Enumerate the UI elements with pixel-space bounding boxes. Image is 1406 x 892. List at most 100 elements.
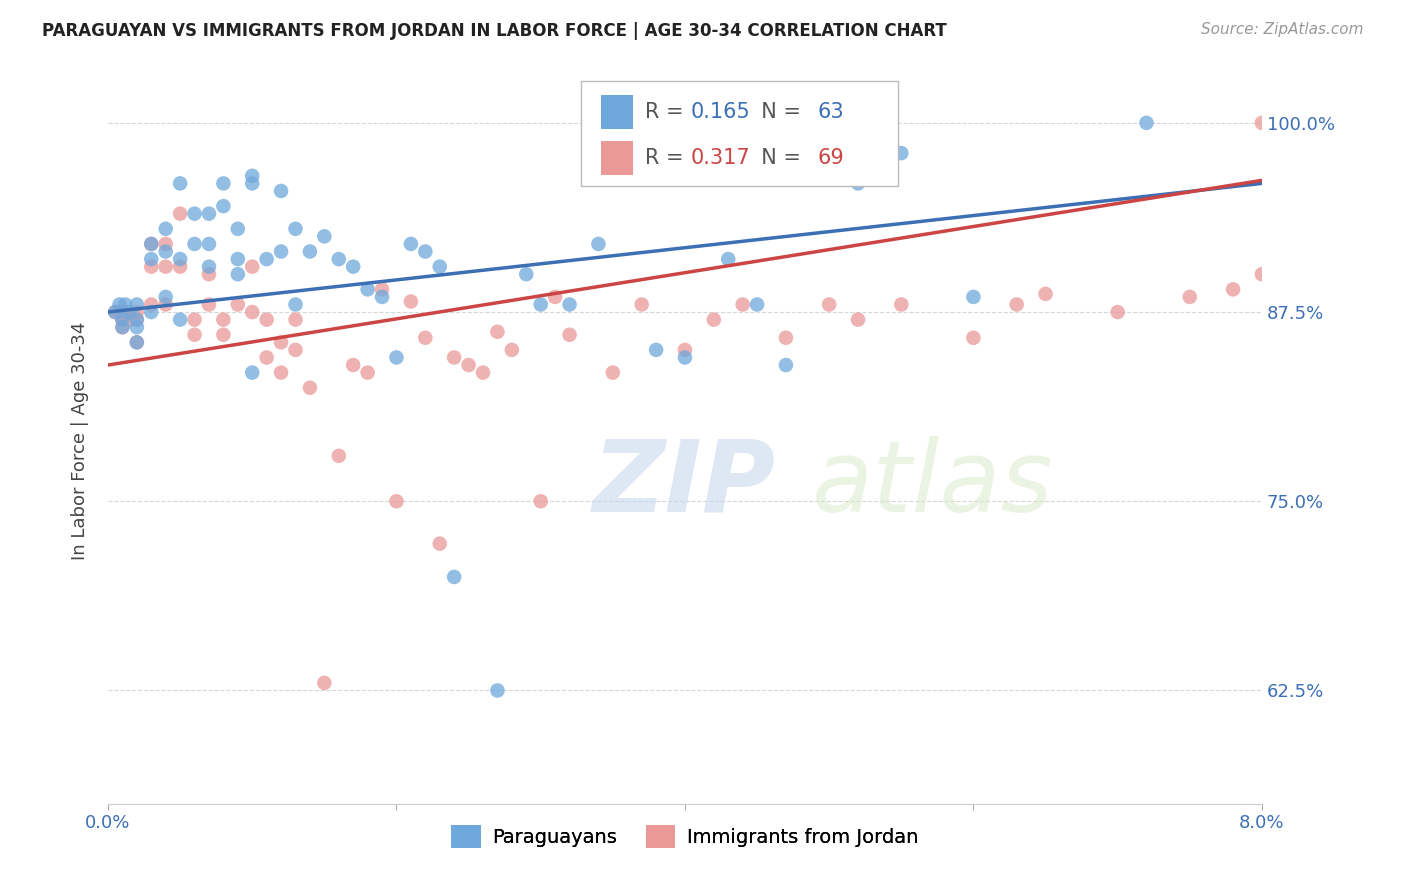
Point <box>198 297 221 311</box>
Point <box>141 260 163 274</box>
Point <box>240 260 263 274</box>
Y-axis label: In Labor Force | Age 30-34: In Labor Force | Age 30-34 <box>72 321 89 560</box>
Point <box>111 320 134 334</box>
Point <box>486 325 509 339</box>
Point <box>284 222 307 236</box>
Legend: Paraguayans, Immigrants from Jordan: Paraguayans, Immigrants from Jordan <box>444 817 927 856</box>
Point <box>1107 305 1129 319</box>
Point <box>169 177 191 191</box>
Point <box>270 184 292 198</box>
Point <box>486 683 509 698</box>
Point <box>104 305 127 319</box>
Point <box>298 381 321 395</box>
Point <box>472 366 495 380</box>
Point <box>155 260 177 274</box>
Point <box>558 297 581 311</box>
Point <box>429 536 451 550</box>
Point <box>108 297 131 311</box>
Point <box>544 290 567 304</box>
Point <box>385 494 408 508</box>
Point <box>413 244 436 259</box>
Point <box>125 312 148 326</box>
Point <box>114 305 136 319</box>
Point <box>212 312 235 326</box>
Point <box>141 236 163 251</box>
Point <box>125 320 148 334</box>
Point <box>155 236 177 251</box>
Point <box>298 244 321 259</box>
Point <box>1178 290 1201 304</box>
Point <box>413 331 436 345</box>
Point <box>183 312 205 326</box>
Text: N =: N = <box>748 103 808 122</box>
Point <box>104 305 127 319</box>
Point <box>125 335 148 350</box>
Point <box>328 252 350 266</box>
Point <box>198 207 221 221</box>
Point <box>240 366 263 380</box>
Point <box>141 252 163 266</box>
Point <box>530 494 553 508</box>
Point <box>457 358 479 372</box>
Point <box>630 297 652 311</box>
Text: Source: ZipAtlas.com: Source: ZipAtlas.com <box>1201 22 1364 37</box>
Point <box>385 351 408 365</box>
Point <box>1035 286 1057 301</box>
Point <box>183 207 205 221</box>
Point <box>169 252 191 266</box>
Point <box>399 236 422 251</box>
Point <box>169 207 191 221</box>
Point <box>240 305 263 319</box>
Point <box>141 305 163 319</box>
Text: 63: 63 <box>818 103 844 122</box>
Point <box>328 449 350 463</box>
Point <box>240 177 263 191</box>
Text: PARAGUAYAN VS IMMIGRANTS FROM JORDAN IN LABOR FORCE | AGE 30-34 CORRELATION CHAR: PARAGUAYAN VS IMMIGRANTS FROM JORDAN IN … <box>42 22 946 40</box>
Point <box>558 327 581 342</box>
Point <box>356 366 378 380</box>
Point <box>745 297 768 311</box>
Point <box>183 327 205 342</box>
Point <box>775 358 797 372</box>
Point <box>602 366 624 380</box>
Point <box>256 351 278 365</box>
Point <box>212 177 235 191</box>
Point <box>717 252 740 266</box>
Point <box>342 260 364 274</box>
Point <box>962 331 984 345</box>
Point <box>284 312 307 326</box>
Point <box>111 312 134 326</box>
Point <box>890 146 912 161</box>
Point <box>703 312 725 326</box>
Point <box>342 358 364 372</box>
Point <box>270 244 292 259</box>
Point <box>443 351 465 365</box>
Text: atlas: atlas <box>811 436 1053 533</box>
Point <box>515 267 537 281</box>
Point <box>155 222 177 236</box>
Point <box>125 297 148 311</box>
Text: 0.317: 0.317 <box>690 148 751 169</box>
Point <box>314 676 336 690</box>
Point <box>443 570 465 584</box>
Text: R =: R = <box>644 103 690 122</box>
Text: R =: R = <box>644 148 690 169</box>
Point <box>284 343 307 357</box>
Point <box>673 351 696 365</box>
Point <box>183 236 205 251</box>
Point <box>775 331 797 345</box>
Point <box>169 260 191 274</box>
Point <box>118 312 141 326</box>
Point <box>212 327 235 342</box>
Point <box>501 343 523 357</box>
Point <box>356 282 378 296</box>
Point <box>371 282 394 296</box>
Point <box>284 297 307 311</box>
Text: 69: 69 <box>818 148 845 169</box>
Point <box>256 252 278 266</box>
Point <box>314 229 336 244</box>
Point <box>399 294 422 309</box>
Point <box>962 290 984 304</box>
Point <box>1135 116 1157 130</box>
Point <box>198 267 221 281</box>
